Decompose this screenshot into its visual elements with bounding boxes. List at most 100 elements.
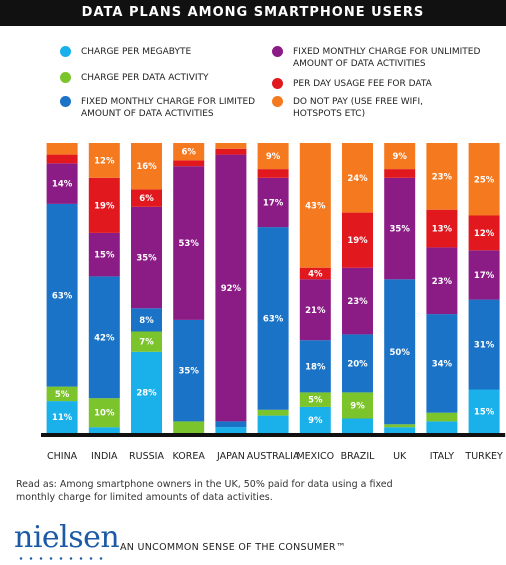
value-label: 21%	[305, 306, 326, 316]
legend-swatch	[60, 46, 71, 57]
x-tick-label: TURKEY	[464, 451, 503, 462]
value-label: 50%	[390, 348, 411, 358]
legend-item: FIXED MONTHLY CHARGE FOR LIMITED AMOUNT …	[60, 96, 260, 120]
legend-swatch	[60, 96, 71, 107]
value-label: 8%	[139, 316, 154, 326]
value-label: 9%	[392, 152, 407, 162]
bar-segment	[299, 279, 331, 341]
value-label: 10%	[94, 409, 115, 419]
bar-segment	[46, 386, 78, 402]
value-label: 4%	[308, 270, 323, 280]
bar-segment	[88, 143, 120, 178]
value-label: 5%	[308, 396, 323, 406]
bar-segment	[299, 143, 331, 268]
value-label: 25%	[474, 175, 495, 185]
value-label: 9%	[350, 401, 365, 411]
value-label: 23%	[347, 297, 368, 307]
bar-segment	[173, 166, 205, 320]
bar-segment	[173, 143, 205, 161]
bar-segment	[468, 250, 500, 300]
legend-swatch	[272, 46, 283, 57]
value-label: 19%	[347, 236, 368, 246]
bar-segment	[299, 392, 331, 407]
bar-segment	[342, 334, 373, 393]
bar-segment	[88, 276, 120, 399]
bar-segment	[215, 148, 247, 155]
value-label: 18%	[305, 362, 326, 372]
legend-item: PER DAY USAGE FEE FOR DATA	[272, 78, 472, 90]
legend-item: CHARGE PER MEGABYTE	[60, 46, 260, 58]
bar-segment	[426, 412, 458, 422]
value-label: 5%	[55, 390, 70, 400]
logo-dots	[16, 557, 106, 560]
value-label: 24%	[347, 174, 368, 184]
bar-segment	[88, 398, 120, 428]
value-label: 16%	[136, 162, 157, 172]
x-tick-label: RUSSIA	[129, 451, 164, 462]
x-tick-label: INDIA	[91, 451, 118, 462]
bar-segment	[342, 267, 373, 335]
value-label: 6%	[139, 194, 154, 204]
value-label: 20%	[347, 359, 368, 369]
bar-segment	[46, 163, 78, 204]
value-label: 31%	[474, 341, 495, 351]
x-tick-label: ITALY	[430, 451, 454, 462]
bar-segment	[426, 209, 458, 248]
value-label: 23%	[432, 277, 453, 287]
tagline: AN UNCOMMON SENSE OF THE CONSUMER™	[120, 542, 346, 553]
note: Read as: Among smartphone owners in the …	[16, 479, 393, 503]
bar-segment	[215, 154, 247, 422]
bar-segment	[468, 299, 500, 390]
bar-segment	[468, 215, 500, 251]
bar-segment	[46, 154, 78, 164]
value-label: 63%	[263, 314, 284, 324]
bar-segment	[215, 427, 247, 433]
bar-segment	[257, 415, 289, 433]
bar-segment	[88, 427, 120, 433]
value-label: 17%	[263, 198, 284, 208]
bar-segment	[468, 389, 500, 433]
bar-segment	[257, 169, 289, 178]
bar-segment	[46, 401, 78, 433]
value-label: 28%	[136, 388, 157, 398]
chart: 11% 5% 63% 14% CHINA 10% 42% 15% 19% 12% INDIA 28% 7…	[41, 143, 506, 462]
x-tick-label: MEXICO	[296, 451, 334, 462]
bar-segment	[131, 331, 162, 352]
value-label: 53%	[179, 239, 200, 249]
bar-segment	[384, 169, 416, 178]
bar-segment	[173, 319, 205, 422]
value-label: 34%	[432, 359, 453, 369]
bar-segment	[426, 314, 458, 413]
bar-segment	[131, 351, 162, 433]
bar-segment	[215, 421, 247, 428]
x-tick-label: CHINA	[47, 451, 78, 462]
bar-segment	[426, 143, 458, 210]
logo: nielsen	[14, 520, 120, 555]
bar-segment	[173, 421, 205, 433]
value-label: 63%	[52, 291, 73, 301]
bar-segment	[88, 232, 120, 277]
legend-label: PER DAY USAGE FEE FOR DATA	[293, 79, 432, 89]
bar-segment	[88, 177, 120, 233]
value-label: 15%	[474, 407, 495, 417]
bar-segment	[215, 143, 247, 149]
bar-segment	[299, 340, 331, 393]
value-label: 35%	[179, 367, 200, 377]
value-label: 17%	[474, 271, 495, 281]
legend-item: DO NOT PAY (USE FREE WIFI, HOTSPOTS ETC)	[272, 96, 472, 120]
value-label: 12%	[94, 156, 115, 166]
bar-segment	[257, 409, 289, 416]
x-tick-label: JAPAN	[216, 451, 245, 462]
value-label: 11%	[52, 413, 73, 423]
value-label: 9%	[308, 416, 323, 426]
value-label: 14%	[52, 180, 73, 190]
legend-label: FIXED MONTHLY CHARGE FOR UNLIMITED AMOUN…	[293, 47, 481, 69]
x-tick-label: BRAZIL	[341, 451, 376, 462]
bar-segment	[384, 177, 416, 280]
value-label: 35%	[390, 225, 411, 235]
x-tick-label: KOREA	[173, 451, 206, 462]
value-label: 35%	[136, 254, 157, 264]
bar-segment	[131, 189, 162, 207]
value-label: 7%	[139, 338, 154, 348]
